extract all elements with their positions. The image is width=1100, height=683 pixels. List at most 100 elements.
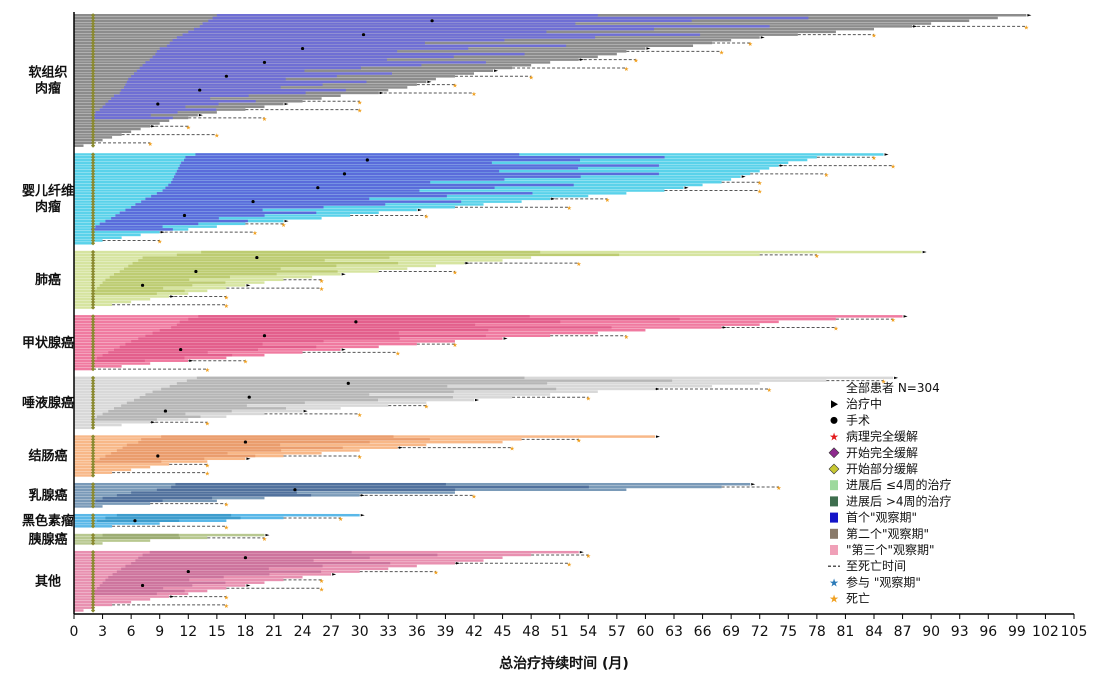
observation-segment [102,496,213,500]
legend-symbol [830,528,838,539]
response-marker [90,18,96,23]
observation-segment [108,351,208,354]
x-tick-label: 78 [808,624,826,640]
x-axis: 0 3 6 9 12 15 18 21 24 27 30 33 36 39 42 45 48 51 54 57 60 63… [70,12,1087,640]
response-marker [90,57,96,62]
ongoing-marker [655,387,660,391]
group-label: 黑色素瘤 [22,513,74,529]
bar [74,542,103,545]
observation-segment [102,281,226,284]
observation-segment [121,88,346,92]
ongoing-marker [741,175,746,178]
observation-segment [112,573,270,576]
legend-label: "第三个"观察期" [846,543,935,557]
observation-segment [119,91,306,95]
bar [74,468,132,472]
group-9: ★★★★★★★ [74,550,591,613]
observation-segment [119,345,317,349]
legend-symbol: ★ [829,431,839,444]
response-marker [90,174,96,179]
bar [74,141,94,145]
bar [74,502,151,505]
observation-segment [139,66,361,70]
observation-segment [102,105,186,109]
response-marker [90,15,96,21]
legend-item: "第三个"观察期" [830,543,935,557]
bar [74,298,151,301]
response-marker [90,241,96,246]
observation-segment [105,219,248,223]
death-marker: ★ [1024,24,1029,31]
bars-layer: ★★★★★★★★★★★★★★★★★★★★★★★★★★★★★★★★★★★★★★★★… [74,13,1032,613]
ongoing-marker [427,80,432,84]
death-marker: ★ [281,222,286,229]
x-tick-label: 72 [751,624,769,640]
death-marker: ★ [890,317,895,324]
death-marker: ★ [433,570,438,577]
x-tick-label: 87 [894,624,912,640]
surgery-marker [346,381,350,386]
response-marker [90,196,96,201]
observation-segment [202,22,576,25]
observation-segment [99,222,199,226]
observation-segment [96,356,185,360]
bar [74,606,94,609]
observation-segment [208,19,692,23]
surgery-marker [156,454,160,458]
observation-segment [131,205,324,209]
legend-item: ★ 病理完全缓解 [829,429,918,444]
observation-segment [199,25,770,28]
response-marker [90,115,96,121]
group-4: ★ ★ ★ ★ ★ ★ [74,375,899,430]
death-marker: ★ [776,485,781,492]
observation-segment [186,379,673,382]
bar [74,505,103,508]
ongoing-marker [341,348,346,351]
response-marker [90,249,96,255]
observation-segment [145,197,370,201]
observation-segment [102,353,233,357]
observation-segment [216,14,598,17]
legend-item: 开始完全缓解 [828,445,918,460]
response-marker [90,168,96,174]
x-tick-label: 9 [155,624,164,640]
response-marker [90,101,96,107]
legend-item: 进展后 ≤4周的治疗 [830,477,952,492]
observation-segment [126,80,367,84]
surgery-marker [430,19,434,23]
response-marker [90,93,96,98]
observation-segment [102,581,226,584]
observation-segment [99,584,193,587]
death-marker: ★ [719,49,724,56]
observation-segment [96,587,164,590]
observation-segment [176,253,620,257]
observation-segment [136,69,305,72]
response-marker [90,205,96,210]
response-marker [90,107,96,112]
x-tick-label: 24 [294,624,312,640]
ongoing-marker [246,584,251,587]
response-marker [90,425,96,430]
group-2: ★★★★★★★ [74,249,927,310]
legend-label: 第二个"观察期" [846,527,929,541]
observation-segment [176,382,548,385]
observation-segment [94,289,185,293]
group-label: 其他 [35,573,61,589]
legend-label: 病理完全缓解 [846,429,918,444]
response-marker [90,230,96,235]
surgery-marker [354,320,358,324]
observation-segment [142,256,390,259]
ongoing-marker [455,562,460,565]
ongoing-marker [360,513,365,517]
bar [74,236,122,239]
legend-symbol [830,416,838,424]
death-marker: ★ [205,420,210,427]
response-marker [90,218,96,224]
observation-segment [116,449,282,452]
legend-symbol [830,545,838,555]
ongoing-marker [160,230,165,234]
observation-segment [138,259,325,262]
response-marker [90,79,96,84]
bar [74,423,122,427]
